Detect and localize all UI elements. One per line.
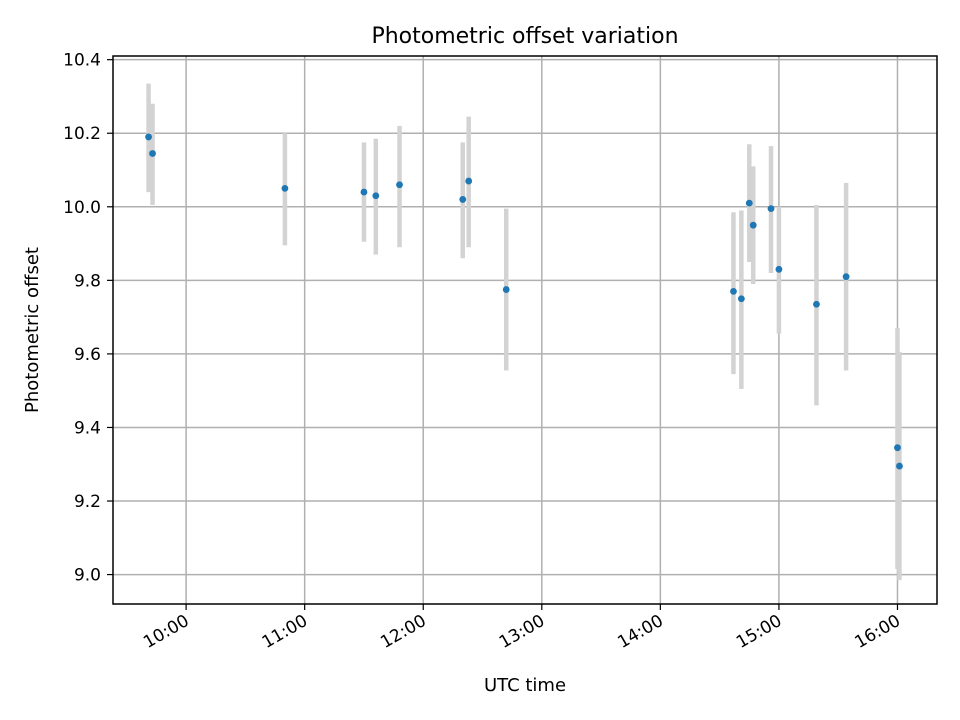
data-point [745, 199, 753, 207]
chart-title: Photometric offset variation [371, 24, 678, 49]
data-point [372, 192, 380, 200]
y-tick-label: 9.6 [74, 345, 101, 365]
y-tick-label: 10.4 [63, 51, 101, 71]
data-point [737, 295, 745, 303]
data-point [896, 462, 903, 470]
x-tick-label: 16:00 [852, 611, 904, 653]
x-axis-label: UTC time [484, 675, 566, 696]
data-point [396, 181, 403, 189]
data-point [145, 133, 152, 141]
data-points [145, 133, 903, 470]
x-tick-label: 13:00 [496, 611, 548, 653]
data-point [749, 221, 757, 229]
data-point [730, 287, 737, 295]
data-point [775, 265, 783, 273]
x-tick-label: 15:00 [733, 611, 785, 653]
data-point [465, 177, 473, 185]
data-point [281, 185, 289, 192]
data-point [767, 205, 775, 213]
x-tick-label: 12:00 [377, 611, 429, 653]
data-point [813, 300, 820, 308]
y-tick-label: 9.2 [74, 492, 101, 512]
x-tick-label: 11:00 [259, 611, 311, 653]
plot-frame [112, 55, 938, 605]
x-tick-label: 14:00 [614, 611, 666, 653]
x-axis-ticks: 10:00 11:00 12:00 13:00 14:00 15:00 16:00 [140, 604, 904, 653]
data-point [894, 444, 901, 452]
data-point [502, 286, 510, 293]
y-tick-label: 10.2 [63, 124, 101, 144]
y-axis-label: Photometric offset [22, 247, 43, 413]
y-tick-label: 9.8 [74, 271, 101, 291]
y-tick-label: 9.0 [74, 566, 101, 586]
data-point [459, 196, 467, 203]
y-tick-label: 10.0 [63, 198, 101, 218]
y-tick-label: 9.4 [74, 418, 101, 438]
data-point [360, 188, 368, 196]
x-tick-label: 10:00 [140, 611, 192, 653]
data-point [149, 150, 156, 157]
grid [113, 56, 937, 604]
y-axis-ticks: 9.0 9.2 9.4 9.6 9.8 10.0 10.2 10.4 [63, 51, 113, 586]
error-bars [146, 83, 902, 581]
data-point [842, 273, 850, 281]
